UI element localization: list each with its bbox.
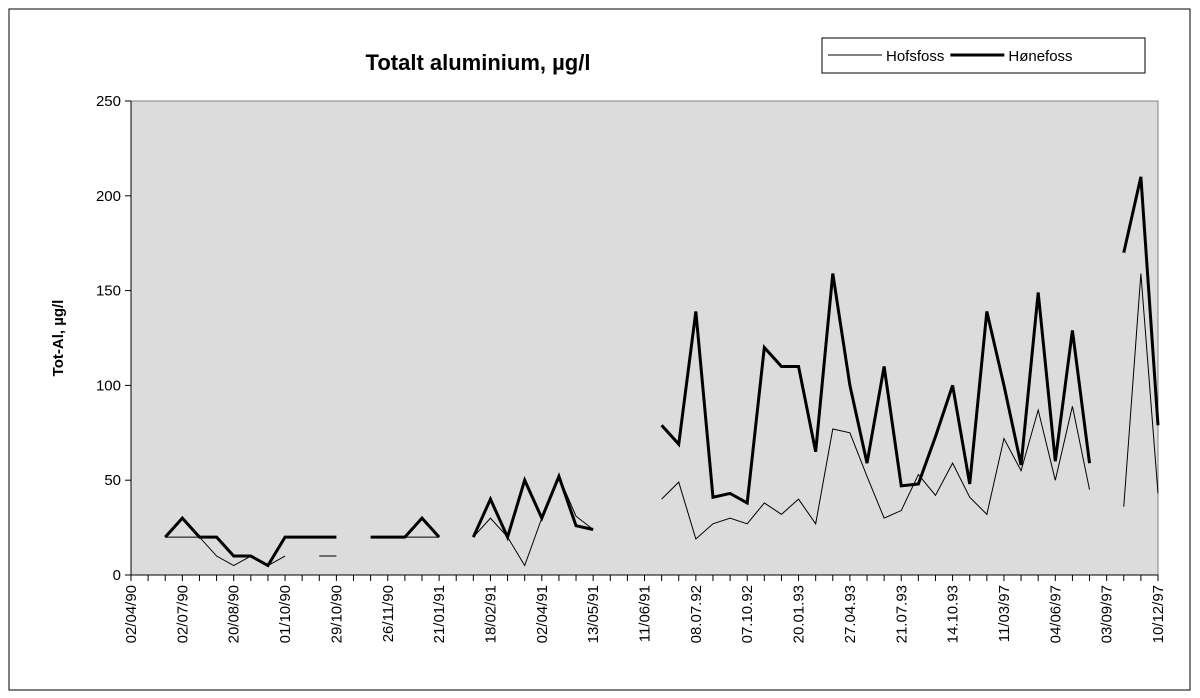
y-tick-label: 200: [96, 188, 121, 205]
x-tick-label: 13/05/91: [585, 585, 602, 643]
x-tick-label: 29/10/90: [328, 585, 345, 643]
x-tick-label: 11/03/97: [996, 585, 1013, 642]
x-tick-label: 20/08/90: [226, 585, 243, 643]
x-tick-label: 20.01.93: [791, 585, 808, 643]
y-tick-label: 100: [96, 377, 121, 394]
x-tick-label: 03/09/97: [1099, 585, 1116, 643]
x-tick-label: 02/04/90: [123, 585, 140, 643]
x-tick-label: 02/07/90: [174, 585, 191, 643]
data-line: [164, 176, 1160, 568]
x-tick-label: 21.07.93: [893, 585, 910, 643]
x-tick-label: 18/02/91: [482, 585, 499, 643]
x-tick-label: 27.04.93: [842, 585, 859, 643]
x-tick-label: 08.07.92: [688, 585, 705, 643]
x-tick-label: 04/06/97: [1047, 585, 1064, 643]
legend-label: Hofsfoss: [886, 48, 944, 65]
y-axis-label: Tot-Al, µg/l: [50, 300, 67, 377]
y-tick-label: 50: [104, 472, 121, 489]
legend-label: Hønefoss: [1008, 48, 1072, 65]
x-tick-label: 26/11/90: [380, 585, 397, 642]
y-tick-label: 0: [113, 567, 121, 584]
y-tick-label: 250: [96, 93, 121, 110]
chart-title: Totalt aluminium, µg/l: [366, 50, 591, 75]
x-tick-label: 07.10.92: [739, 585, 756, 643]
x-tick-label: 02/04/91: [534, 585, 551, 643]
x-tick-label: 21/01/91: [431, 585, 448, 643]
y-tick-label: 150: [96, 283, 121, 300]
x-tick-label: 01/10/90: [277, 585, 294, 643]
x-tick-label: 10/12/97: [1150, 585, 1167, 643]
plot-area: [130, 100, 1159, 576]
x-tick-label: 11/06/91: [637, 585, 654, 642]
x-tick-label: 14.10.93: [945, 585, 962, 643]
